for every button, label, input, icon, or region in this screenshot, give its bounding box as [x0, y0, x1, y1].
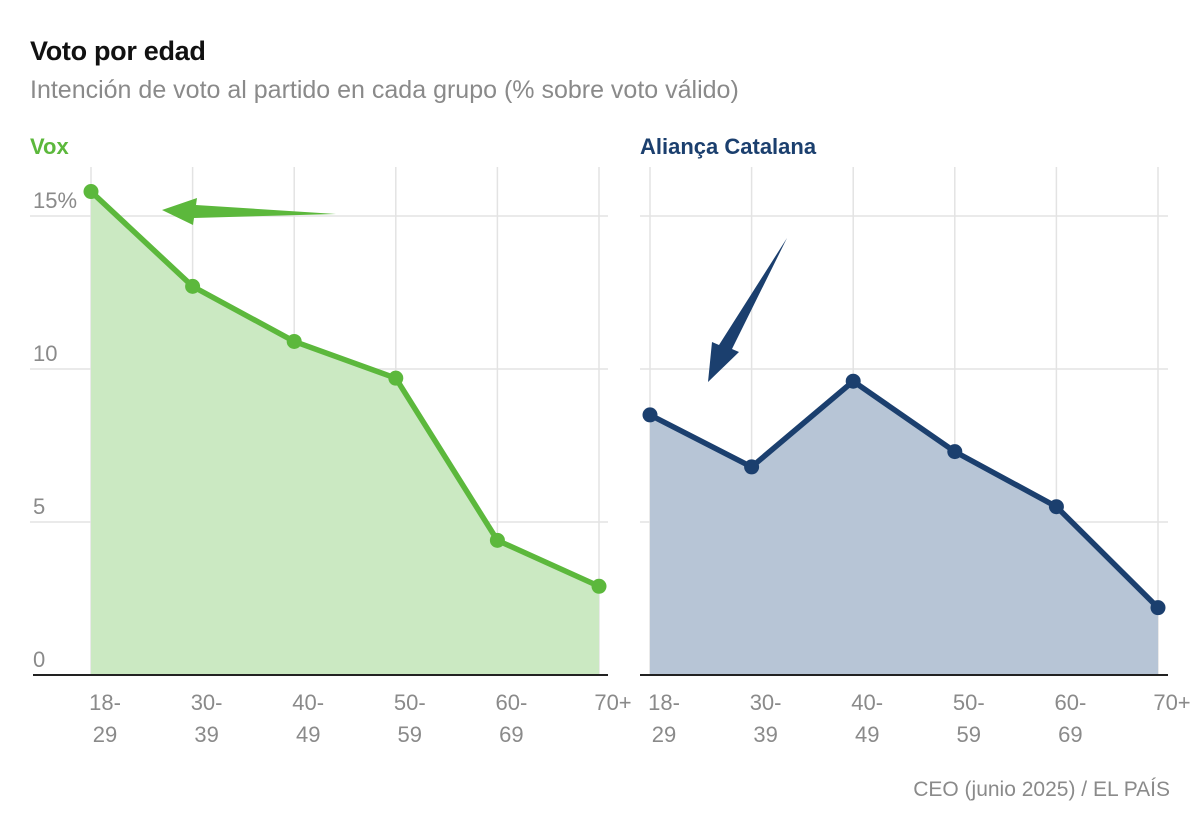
- x-tick-label: 60-69: [1055, 690, 1087, 747]
- vox-point-70+: [591, 578, 607, 594]
- ac-area: [650, 381, 1158, 675]
- x-tick-label-line: 18-: [648, 690, 680, 715]
- x-tick-label: 50-59: [953, 690, 985, 747]
- x-tick-label: 18-29: [648, 690, 680, 747]
- vox-point-50-59: [388, 370, 404, 386]
- alianca-catalana-panel: Aliança Catalana18-2930-3940-4950-5960-6…: [640, 134, 1191, 747]
- x-tick-label-line: 30-: [191, 690, 223, 715]
- x-tick-label: 70+: [594, 690, 631, 715]
- x-tick-label-line: 69: [499, 722, 523, 747]
- ac-point-60-69: [1048, 499, 1064, 515]
- x-tick-label-line: 59: [398, 722, 422, 747]
- vox-point-18-29: [83, 184, 99, 200]
- y-tick-label: 5: [33, 494, 45, 519]
- x-tick-label: 40-49: [292, 690, 324, 747]
- ac-point-40-49: [845, 373, 861, 389]
- x-tick-label-line: 40-: [851, 690, 883, 715]
- vox-annotation-arrow: [162, 198, 336, 225]
- vox-point-40-49: [286, 333, 302, 349]
- x-tick-label-line: 50-: [394, 690, 426, 715]
- x-tick-label-line: 59: [957, 722, 981, 747]
- ac-point-18-29: [642, 407, 658, 423]
- x-tick-label: 70+: [1153, 690, 1190, 715]
- ac-series-line: [647, 378, 1161, 611]
- x-tick-label-line: 60-: [1055, 690, 1087, 715]
- vox-series-line: [88, 188, 602, 590]
- x-tick-label-line: 39: [753, 722, 777, 747]
- x-tick-label-line: 69: [1058, 722, 1082, 747]
- ac-point-30-39: [744, 459, 760, 475]
- alianca-catalana-annotation-arrow: [708, 238, 787, 382]
- vox-area: [91, 191, 599, 675]
- x-tick-label-line: 30-: [750, 690, 782, 715]
- chart-title: Voto por edad: [30, 36, 206, 66]
- x-tick-label-line: 29: [93, 722, 117, 747]
- x-tick-label-line: 18-: [89, 690, 121, 715]
- x-tick-label: 30-39: [750, 690, 782, 747]
- x-tick-label-line: 49: [296, 722, 320, 747]
- vox-panel-title: Vox: [30, 134, 69, 159]
- x-tick-label-line: 70+: [594, 690, 631, 715]
- x-tick-label-line: 70+: [1153, 690, 1190, 715]
- y-tick-label: 10: [33, 341, 57, 366]
- x-tick-label-line: 40-: [292, 690, 324, 715]
- y-tick-label: 15%: [33, 188, 77, 213]
- source-note: CEO (junio 2025) / EL PAÍS: [913, 778, 1170, 801]
- x-tick-label-line: 60-: [496, 690, 528, 715]
- y-tick-label: 0: [33, 647, 45, 672]
- chart-subtitle: Intención de voto al partido en cada gru…: [30, 76, 739, 104]
- vox-point-60-69: [489, 532, 505, 548]
- ac-point-50-59: [947, 444, 963, 460]
- x-tick-label-line: 50-: [953, 690, 985, 715]
- x-tick-label: 50-59: [394, 690, 426, 747]
- vox-point-30-39: [185, 278, 201, 294]
- x-tick-label: 60-69: [496, 690, 528, 747]
- x-tick-label-line: 29: [652, 722, 676, 747]
- x-tick-label-line: 39: [194, 722, 218, 747]
- ac-panel-title: Aliança Catalana: [640, 134, 817, 159]
- x-tick-label: 40-49: [851, 690, 883, 747]
- x-tick-label-line: 49: [855, 722, 879, 747]
- x-tick-label: 30-39: [191, 690, 223, 747]
- ac-point-70+: [1150, 600, 1166, 616]
- x-tick-label: 18-29: [89, 690, 121, 747]
